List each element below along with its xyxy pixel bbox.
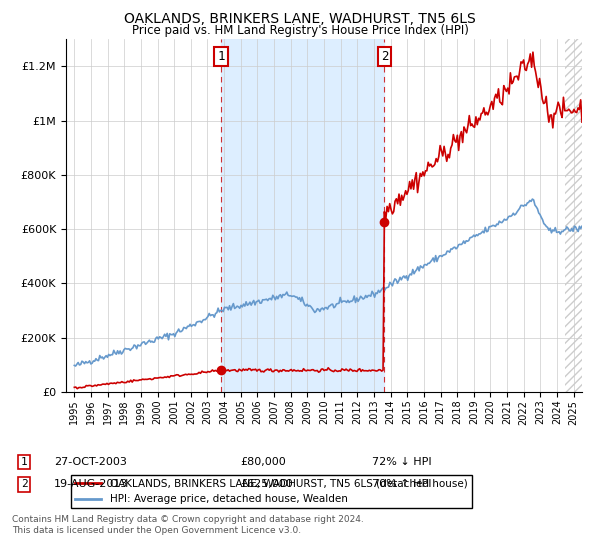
Text: 2: 2 <box>380 50 388 63</box>
Text: 2: 2 <box>20 479 28 489</box>
Legend: OAKLANDS, BRINKERS LANE, WADHURST, TN5 6LS (detached house), HPI: Average price,: OAKLANDS, BRINKERS LANE, WADHURST, TN5 6… <box>71 475 472 508</box>
Text: 1: 1 <box>218 50 225 63</box>
Text: 70% ↑ HPI: 70% ↑ HPI <box>372 479 431 489</box>
Bar <box>221 39 385 392</box>
Text: OAKLANDS, BRINKERS LANE, WADHURST, TN5 6LS: OAKLANDS, BRINKERS LANE, WADHURST, TN5 6… <box>124 12 476 26</box>
Text: Price paid vs. HM Land Registry's House Price Index (HPI): Price paid vs. HM Land Registry's House … <box>131 24 469 36</box>
Text: Contains HM Land Registry data © Crown copyright and database right 2024.: Contains HM Land Registry data © Crown c… <box>12 515 364 524</box>
Text: This data is licensed under the Open Government Licence v3.0.: This data is licensed under the Open Gov… <box>12 526 301 535</box>
Text: 27-OCT-2003: 27-OCT-2003 <box>54 457 127 467</box>
Text: £625,000: £625,000 <box>240 479 293 489</box>
Text: 1: 1 <box>20 457 28 467</box>
Bar <box>565 39 582 392</box>
Text: 19-AUG-2013: 19-AUG-2013 <box>54 479 128 489</box>
Text: 72% ↓ HPI: 72% ↓ HPI <box>372 457 431 467</box>
Text: £80,000: £80,000 <box>240 457 286 467</box>
